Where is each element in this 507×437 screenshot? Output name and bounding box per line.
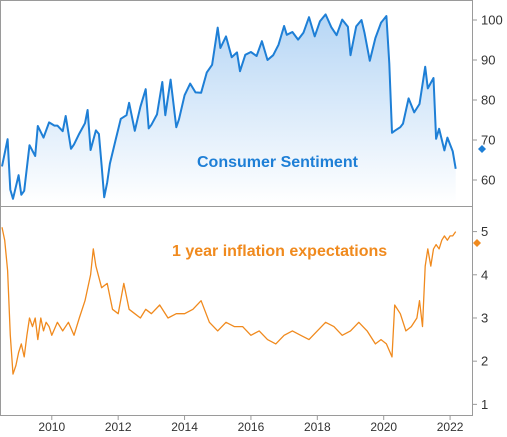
- bottom-y-tick-label: 5: [481, 224, 488, 239]
- x-axis: 2010 2012 2014 2016 2018 2020 2022: [38, 416, 464, 434]
- inflation-expectations-line: [1, 227, 457, 375]
- consumer-sentiment-end-marker: [478, 145, 486, 153]
- consumer-sentiment-line: [1, 13, 457, 200]
- inflation-expectations-annotation: 1 year inflation expectations: [172, 243, 387, 260]
- top-y-tick-label: 70: [481, 133, 495, 148]
- top-y-tick-label: 100: [481, 13, 503, 28]
- x-tick-label: 2018: [304, 420, 331, 434]
- x-tick-label: 2012: [105, 420, 132, 434]
- top-y-tick-label: 90: [481, 53, 495, 68]
- inflation-expectations-series: [1, 227, 457, 375]
- inflation-end-marker: [473, 239, 481, 247]
- bottom-y-tick-label: 4: [481, 267, 488, 282]
- consumer-sentiment-annotation: Consumer Sentiment: [197, 154, 359, 171]
- bottom-y-tick-label: 1: [481, 397, 488, 412]
- x-tick-label: 2020: [370, 420, 397, 434]
- x-tick-label: 2016: [238, 420, 265, 434]
- bottom-panel-frame: [0, 206, 473, 416]
- top-y-tick-label: 80: [481, 93, 495, 108]
- x-tick-label: 2014: [171, 420, 198, 434]
- bottom-y-tick-label: 3: [481, 310, 488, 325]
- consumer-sentiment-series: [1, 13, 457, 205]
- x-tick-label: 2010: [38, 420, 65, 434]
- top-y-tick-label: 60: [481, 173, 495, 188]
- x-tick-label: 2022: [437, 420, 464, 434]
- bottom-y-axis: 1 2 3 4 5: [472, 224, 488, 412]
- consumer-sentiment-area: [2, 14, 456, 205]
- top-y-axis: 60 70 80 90 100: [472, 13, 503, 188]
- bottom-y-tick-label: 2: [481, 354, 488, 369]
